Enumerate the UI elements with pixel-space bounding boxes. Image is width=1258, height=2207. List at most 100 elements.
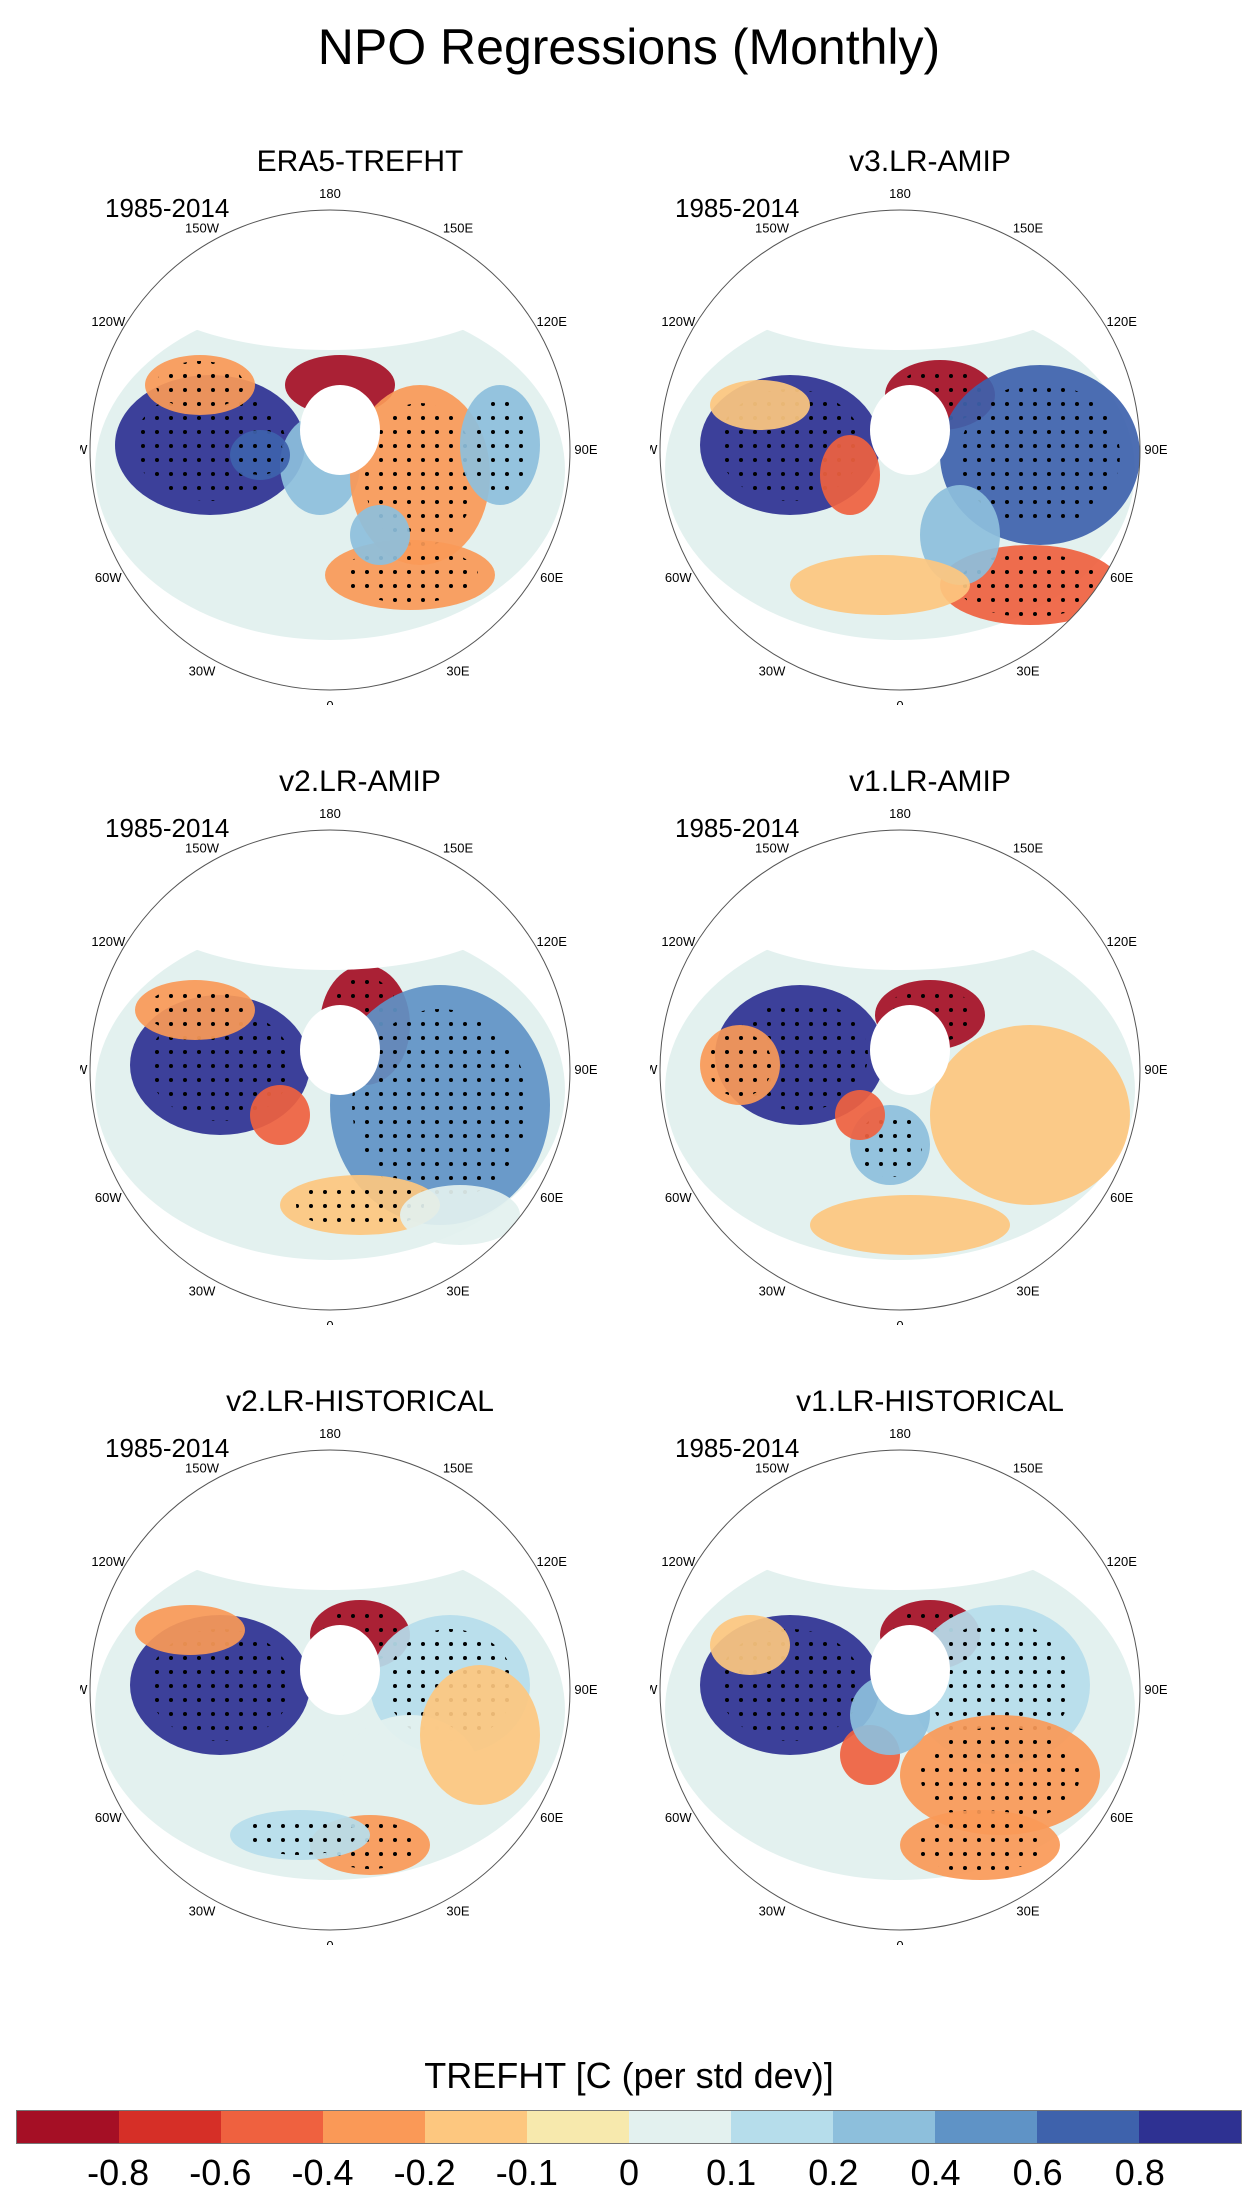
colorbar (16, 2110, 1242, 2144)
colorbar-tick-label: 0.8 (1114, 2152, 1165, 2193)
colorbar-cell (527, 2111, 629, 2143)
colorbar-tick-label: 0.2 (808, 2152, 859, 2193)
longitude-label: 60W (95, 570, 122, 585)
anomaly-region (930, 1025, 1130, 1205)
significance-stipple (296, 1181, 424, 1229)
longitude-label: 180 (319, 1426, 341, 1441)
longitude-label: 60E (540, 570, 563, 585)
longitude-label: 120W (661, 934, 696, 949)
longitude-label: 30E (1016, 1284, 1039, 1299)
significance-stipple (352, 1009, 528, 1201)
longitude-label: 180 (319, 806, 341, 821)
panel-title: v1.LR-AMIP (849, 765, 1011, 798)
polar-map: 180 150E 120E 90E 60E 30E 0 30W 60W 90W 120W 150W (80, 186, 598, 705)
longitude-label: 90W (650, 1062, 658, 1077)
polar-map: 180 150E 120E 90E 60E 30E 0 30W 60W 90W 120W 150W (80, 1426, 598, 1945)
colorbar-tick-label: -0.1 (495, 2152, 558, 2193)
longitude-label: 30E (446, 664, 469, 679)
colorbar-cell (17, 2111, 119, 2143)
map-boundary (89, 829, 571, 1311)
colorbar-cell (833, 2111, 935, 2143)
figure-title: NPO Regressions (Monthly) (317, 19, 941, 75)
longitude-label: 90W (80, 1682, 88, 1697)
anomaly-region (835, 1090, 885, 1140)
colorbar-tick-label: 0 (618, 2152, 640, 2193)
map-boundary (89, 1449, 571, 1931)
longitude-label: 0 (326, 698, 333, 705)
colorbar-tick-label: -0.4 (291, 2152, 354, 2193)
panel-title: v3.LR-AMIP (849, 145, 1011, 178)
significance-stipple (958, 553, 1102, 617)
anomaly-region (250, 1085, 310, 1145)
colorbar-tick-label: -0.2 (393, 2152, 456, 2193)
colorbar-cell (323, 2111, 425, 2143)
significance-stipple (147, 986, 243, 1034)
arctic-ocean (300, 1005, 380, 1095)
significance-stipple (148, 1629, 292, 1741)
colorbar-tick-label: -0.8 (87, 2152, 150, 2193)
anomaly-region (420, 1665, 540, 1805)
longitude-label: 120E (537, 1554, 568, 1569)
map-panel: ERA5-TREFHT 180 150E 120E 90E 60E 30E 0 30W 60W 90… (80, 145, 640, 705)
polar-map: 180 150E 120E 90E 60E 30E 0 30W 60W 90W 120W 150W (80, 806, 598, 1325)
longitude-label: 30W (759, 1904, 786, 1919)
polar-map: 180 150E 120E 90E 60E 30E 0 30W 60W 90W 120W 150W (650, 1426, 1168, 1945)
significance-stipple (920, 1727, 1080, 1823)
map-panel: v1.LR-AMIP 180 150E 120E 90E 60E 30E 0 30W 60W 90W… (650, 765, 1210, 1325)
panel-title: v2.LR-AMIP (279, 765, 441, 798)
longitude-label: 90E (574, 442, 597, 457)
longitude-label: 30W (759, 664, 786, 679)
colorbar-tick-label: -0.6 (189, 2152, 252, 2193)
panel-title: v1.LR-HISTORICAL (796, 1385, 1064, 1418)
longitude-label: 30W (189, 1904, 216, 1919)
map-boundary (659, 1449, 1141, 1931)
arctic-ocean (870, 1005, 950, 1095)
longitude-label: 180 (319, 186, 341, 201)
map-boundary (659, 209, 1141, 691)
longitude-label: 30E (446, 1284, 469, 1299)
longitude-label: 60W (665, 1190, 692, 1205)
period-label: 1985-2014 (675, 813, 800, 843)
significance-stipple (244, 1815, 356, 1855)
longitude-label: 150E (443, 840, 474, 855)
longitude-label: 0 (896, 698, 903, 705)
longitude-label: 60W (665, 1810, 692, 1825)
colorbar-cell (425, 2111, 527, 2143)
longitude-label: 120W (91, 934, 126, 949)
significance-stipple (960, 383, 1120, 527)
map-boundary (659, 829, 1141, 1311)
longitude-label: 150W (755, 840, 790, 855)
period-label: 1985-2014 (675, 193, 800, 223)
map-panel: v2.LR-AMIP 180 150E 120E 90E 60E 30E 0 30W 60W 90W… (80, 765, 640, 1325)
longitude-label: 150W (185, 840, 220, 855)
period-label: 1985-2014 (675, 1433, 800, 1463)
longitude-label: 150W (185, 220, 220, 235)
longitude-label: 90E (1144, 442, 1167, 457)
longitude-label: 150W (755, 1460, 790, 1475)
significance-stipple (468, 397, 532, 493)
period-label: 1985-2014 (105, 1433, 230, 1463)
longitude-label: 120E (1107, 1554, 1138, 1569)
panel-title: ERA5-TREFHT (256, 145, 464, 178)
longitude-label: 150E (443, 1460, 474, 1475)
significance-stipple (156, 361, 244, 409)
period-label: 1985-2014 (105, 813, 230, 843)
longitude-label: 0 (326, 1318, 333, 1325)
longitude-label: 90E (1144, 1682, 1167, 1697)
longitude-label: 90E (574, 1682, 597, 1697)
arctic-ocean (300, 385, 380, 475)
longitude-label: 90W (650, 1682, 658, 1697)
longitude-label: 180 (889, 186, 911, 201)
longitude-label: 90E (1144, 1062, 1167, 1077)
polar-map: 180 150E 120E 90E 60E 30E 0 30W 60W 90W 120W 150W (650, 806, 1168, 1325)
longitude-label: 30E (1016, 664, 1039, 679)
significance-stipple (928, 1621, 1072, 1749)
colorbar-tick-label: 0.4 (910, 2152, 961, 2193)
longitude-label: 150W (755, 220, 790, 235)
longitude-label: 120E (537, 314, 568, 329)
longitude-label: 30W (189, 664, 216, 679)
longitude-label: 30E (1016, 1904, 1039, 1919)
significance-stipple (236, 435, 284, 475)
arctic-ocean (870, 1625, 950, 1715)
longitude-label: 120W (661, 1554, 696, 1569)
